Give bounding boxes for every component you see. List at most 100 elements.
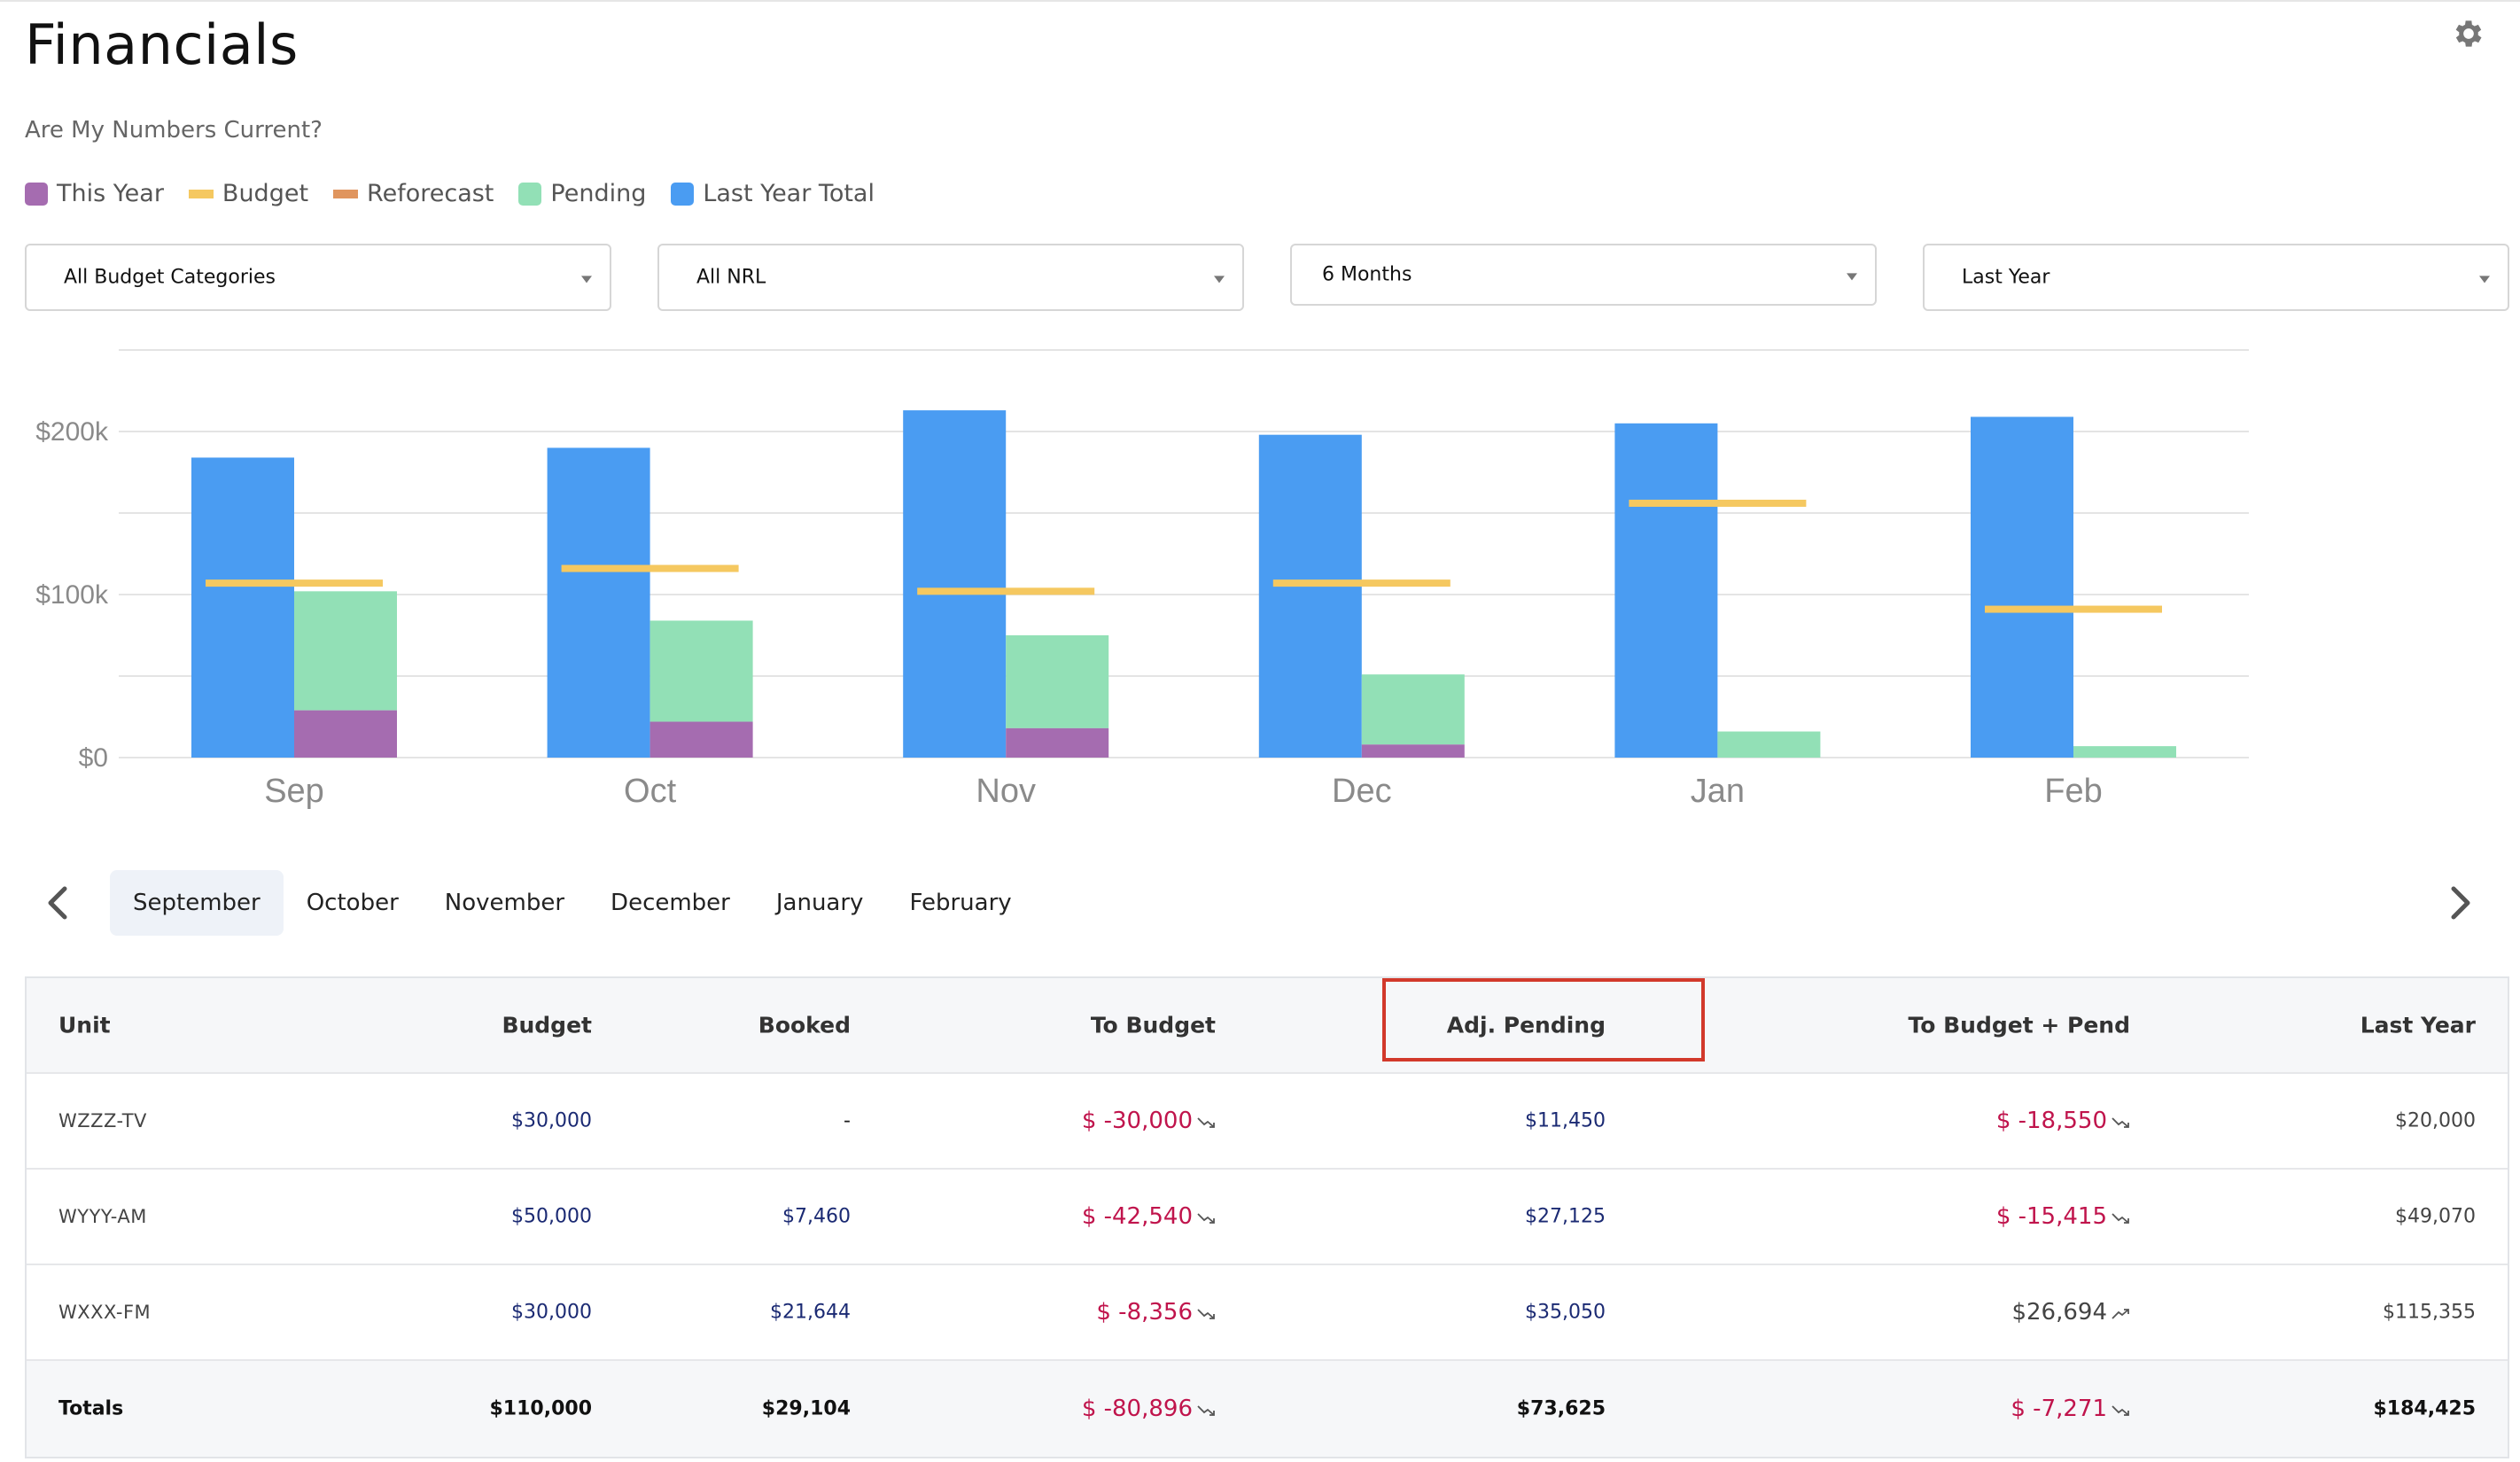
gear-icon[interactable] (2451, 16, 2486, 51)
budget-marker-sep (206, 579, 383, 587)
trend-down-icon (1197, 1213, 1215, 1224)
last-year-cell: $115,355 (2383, 1301, 2476, 1324)
unit-cell: WXXX-FM (58, 1302, 152, 1323)
tab-january[interactable]: January (775, 890, 864, 916)
to-budget-pend-value: $ -18,550 (1995, 1108, 2107, 1134)
to-budget-pend-cell: $26,694 (2011, 1299, 2130, 1326)
to-budget-value: $ -8,356 (1096, 1299, 1193, 1326)
bar-pending-sep (294, 591, 397, 711)
to-budget-pend-value: $26,694 (2011, 1299, 2107, 1326)
x-tick-label: Nov (976, 773, 1036, 810)
chevron-down-icon (1214, 276, 1225, 284)
legend-label: Budget (222, 180, 309, 207)
legend-budget[interactable]: Budget (188, 180, 309, 207)
bar-last-year-sep (191, 457, 294, 758)
tab-february[interactable]: February (909, 890, 1012, 916)
bar-last-year-jan (1614, 423, 1718, 758)
tab-september[interactable]: September (110, 870, 284, 936)
trend-down-icon (1197, 1117, 1215, 1128)
chevron-down-icon (1847, 273, 1857, 281)
bar-pending-oct (649, 620, 753, 722)
legend-swatch (188, 189, 214, 198)
comparison-select[interactable]: Last Year (1923, 244, 2509, 311)
budget-marker-oct (561, 564, 739, 572)
booked-cell: $7,460 (782, 1205, 851, 1228)
legend-swatch (25, 182, 48, 206)
trend-down-icon (1197, 1405, 1215, 1416)
bar-this-year-sep (294, 710, 397, 758)
table-row[interactable]: WYYY-AM $50,000 $7,460 $ -42,540 $27,125… (27, 1170, 2508, 1265)
nrl-select[interactable]: All NRL (657, 244, 1244, 311)
tab-december[interactable]: December (611, 890, 730, 916)
total-last-year: $184,425 (2373, 1397, 2476, 1420)
legend-this-year[interactable]: This Year (25, 180, 164, 207)
header-adj-pending[interactable]: Adj. Pending (1446, 1012, 1606, 1038)
trend-down-icon (1197, 1309, 1215, 1319)
header-booked[interactable]: Booked (758, 1012, 851, 1038)
budget-marker-nov (917, 587, 1095, 595)
last-year-cell: $49,070 (2395, 1205, 2476, 1228)
chevron-down-icon (2479, 276, 2490, 284)
legend-label: Pending (550, 180, 647, 207)
total-to-budget-pend: $ -7,271 (2011, 1396, 2107, 1422)
unit-cell: WZZZ-TV (58, 1110, 147, 1131)
to-budget-cell: $ -42,540 (1082, 1203, 1216, 1230)
header-unit[interactable]: Unit (58, 1012, 111, 1038)
trend-down-icon (2112, 1117, 2129, 1128)
bar-pending-dec (1361, 674, 1465, 745)
table-row[interactable]: WXXX-FM $30,000 $21,644 $ -8,356 $35,050… (27, 1265, 2508, 1361)
budget-category-select[interactable]: All Budget Categories (25, 244, 611, 311)
adj-pending-cell: $27,125 (1525, 1205, 1606, 1228)
last-year-cell: $20,000 (2395, 1109, 2476, 1132)
table-header-row: Unit Budget Booked To Budget Adj. Pendin… (27, 978, 2508, 1074)
header-to-budget[interactable]: To Budget (1090, 1012, 1216, 1038)
bar-last-year-dec (1258, 434, 1362, 758)
total-to-budget-pend-cell: $ -7,271 (2011, 1396, 2130, 1422)
bar-this-year-oct (649, 721, 753, 758)
budget-cell: $30,000 (511, 1301, 592, 1324)
x-tick-label: Dec (1332, 773, 1392, 810)
table-row[interactable]: WZZZ-TV $30,000 - $ -30,000 $11,450 $ -1… (27, 1074, 2508, 1170)
x-tick-label: Sep (264, 773, 324, 810)
totals-row: Totals $110,000 $29,104 $ -80,896 $73,62… (27, 1361, 2508, 1457)
header-to-budget-pend[interactable]: To Budget + Pend (1908, 1012, 2131, 1038)
y-tick-label: $100k (35, 580, 109, 610)
bar-this-year-dec (1361, 744, 1465, 758)
chevron-right-icon[interactable] (2438, 881, 2483, 925)
legend-label: Last Year Total (703, 180, 875, 207)
header-budget[interactable]: Budget (502, 1012, 592, 1038)
total-adj-pending: $73,625 (1516, 1397, 1606, 1420)
bar-last-year-nov (903, 410, 1007, 758)
y-tick-label: $0 (79, 743, 108, 773)
period-select[interactable]: 6 Months (1290, 244, 1877, 306)
select-value: All Budget Categories (64, 266, 276, 289)
legend-label: This Year (57, 180, 164, 207)
y-tick-label: $200k (35, 417, 109, 447)
legend-last-year-total[interactable]: Last Year Total (671, 180, 875, 207)
trend-up-icon (2112, 1309, 2129, 1319)
tab-october[interactable]: October (306, 890, 399, 916)
totals-label: Totals (58, 1397, 124, 1420)
to-budget-pend-cell: $ -15,415 (1996, 1203, 2130, 1230)
chevron-left-icon[interactable] (35, 881, 80, 925)
numbers-current-link[interactable]: Are My Numbers Current? (25, 117, 323, 144)
trend-down-icon (2112, 1405, 2129, 1416)
financials-table: Unit Budget Booked To Budget Adj. Pendin… (25, 976, 2509, 1458)
adj-pending-highlight-box (1382, 978, 1705, 1062)
adj-pending-cell: $11,450 (1525, 1109, 1606, 1132)
bar-pending-nov (1006, 635, 1109, 728)
trend-down-icon (2112, 1213, 2129, 1224)
to-budget-pend-value: $ -15,415 (1995, 1203, 2107, 1230)
total-booked: $29,104 (761, 1397, 851, 1420)
header-last-year[interactable]: Last Year (2360, 1012, 2476, 1038)
tab-november[interactable]: November (444, 890, 565, 916)
legend-label: Reforecast (367, 180, 494, 207)
legend-reforecast[interactable]: Reforecast (333, 180, 494, 207)
bar-this-year-nov (1006, 727, 1109, 758)
bar-pending-jan (1717, 731, 1821, 758)
legend-pending[interactable]: Pending (518, 180, 646, 207)
to-budget-cell: $ -8,356 (1096, 1299, 1216, 1326)
bar-last-year-feb (1971, 416, 2073, 758)
booked-cell: $21,644 (770, 1301, 851, 1324)
financials-bar-chart: $0 $100k $200k Sep Oct Nov Dec Jan Feb (35, 349, 2249, 810)
